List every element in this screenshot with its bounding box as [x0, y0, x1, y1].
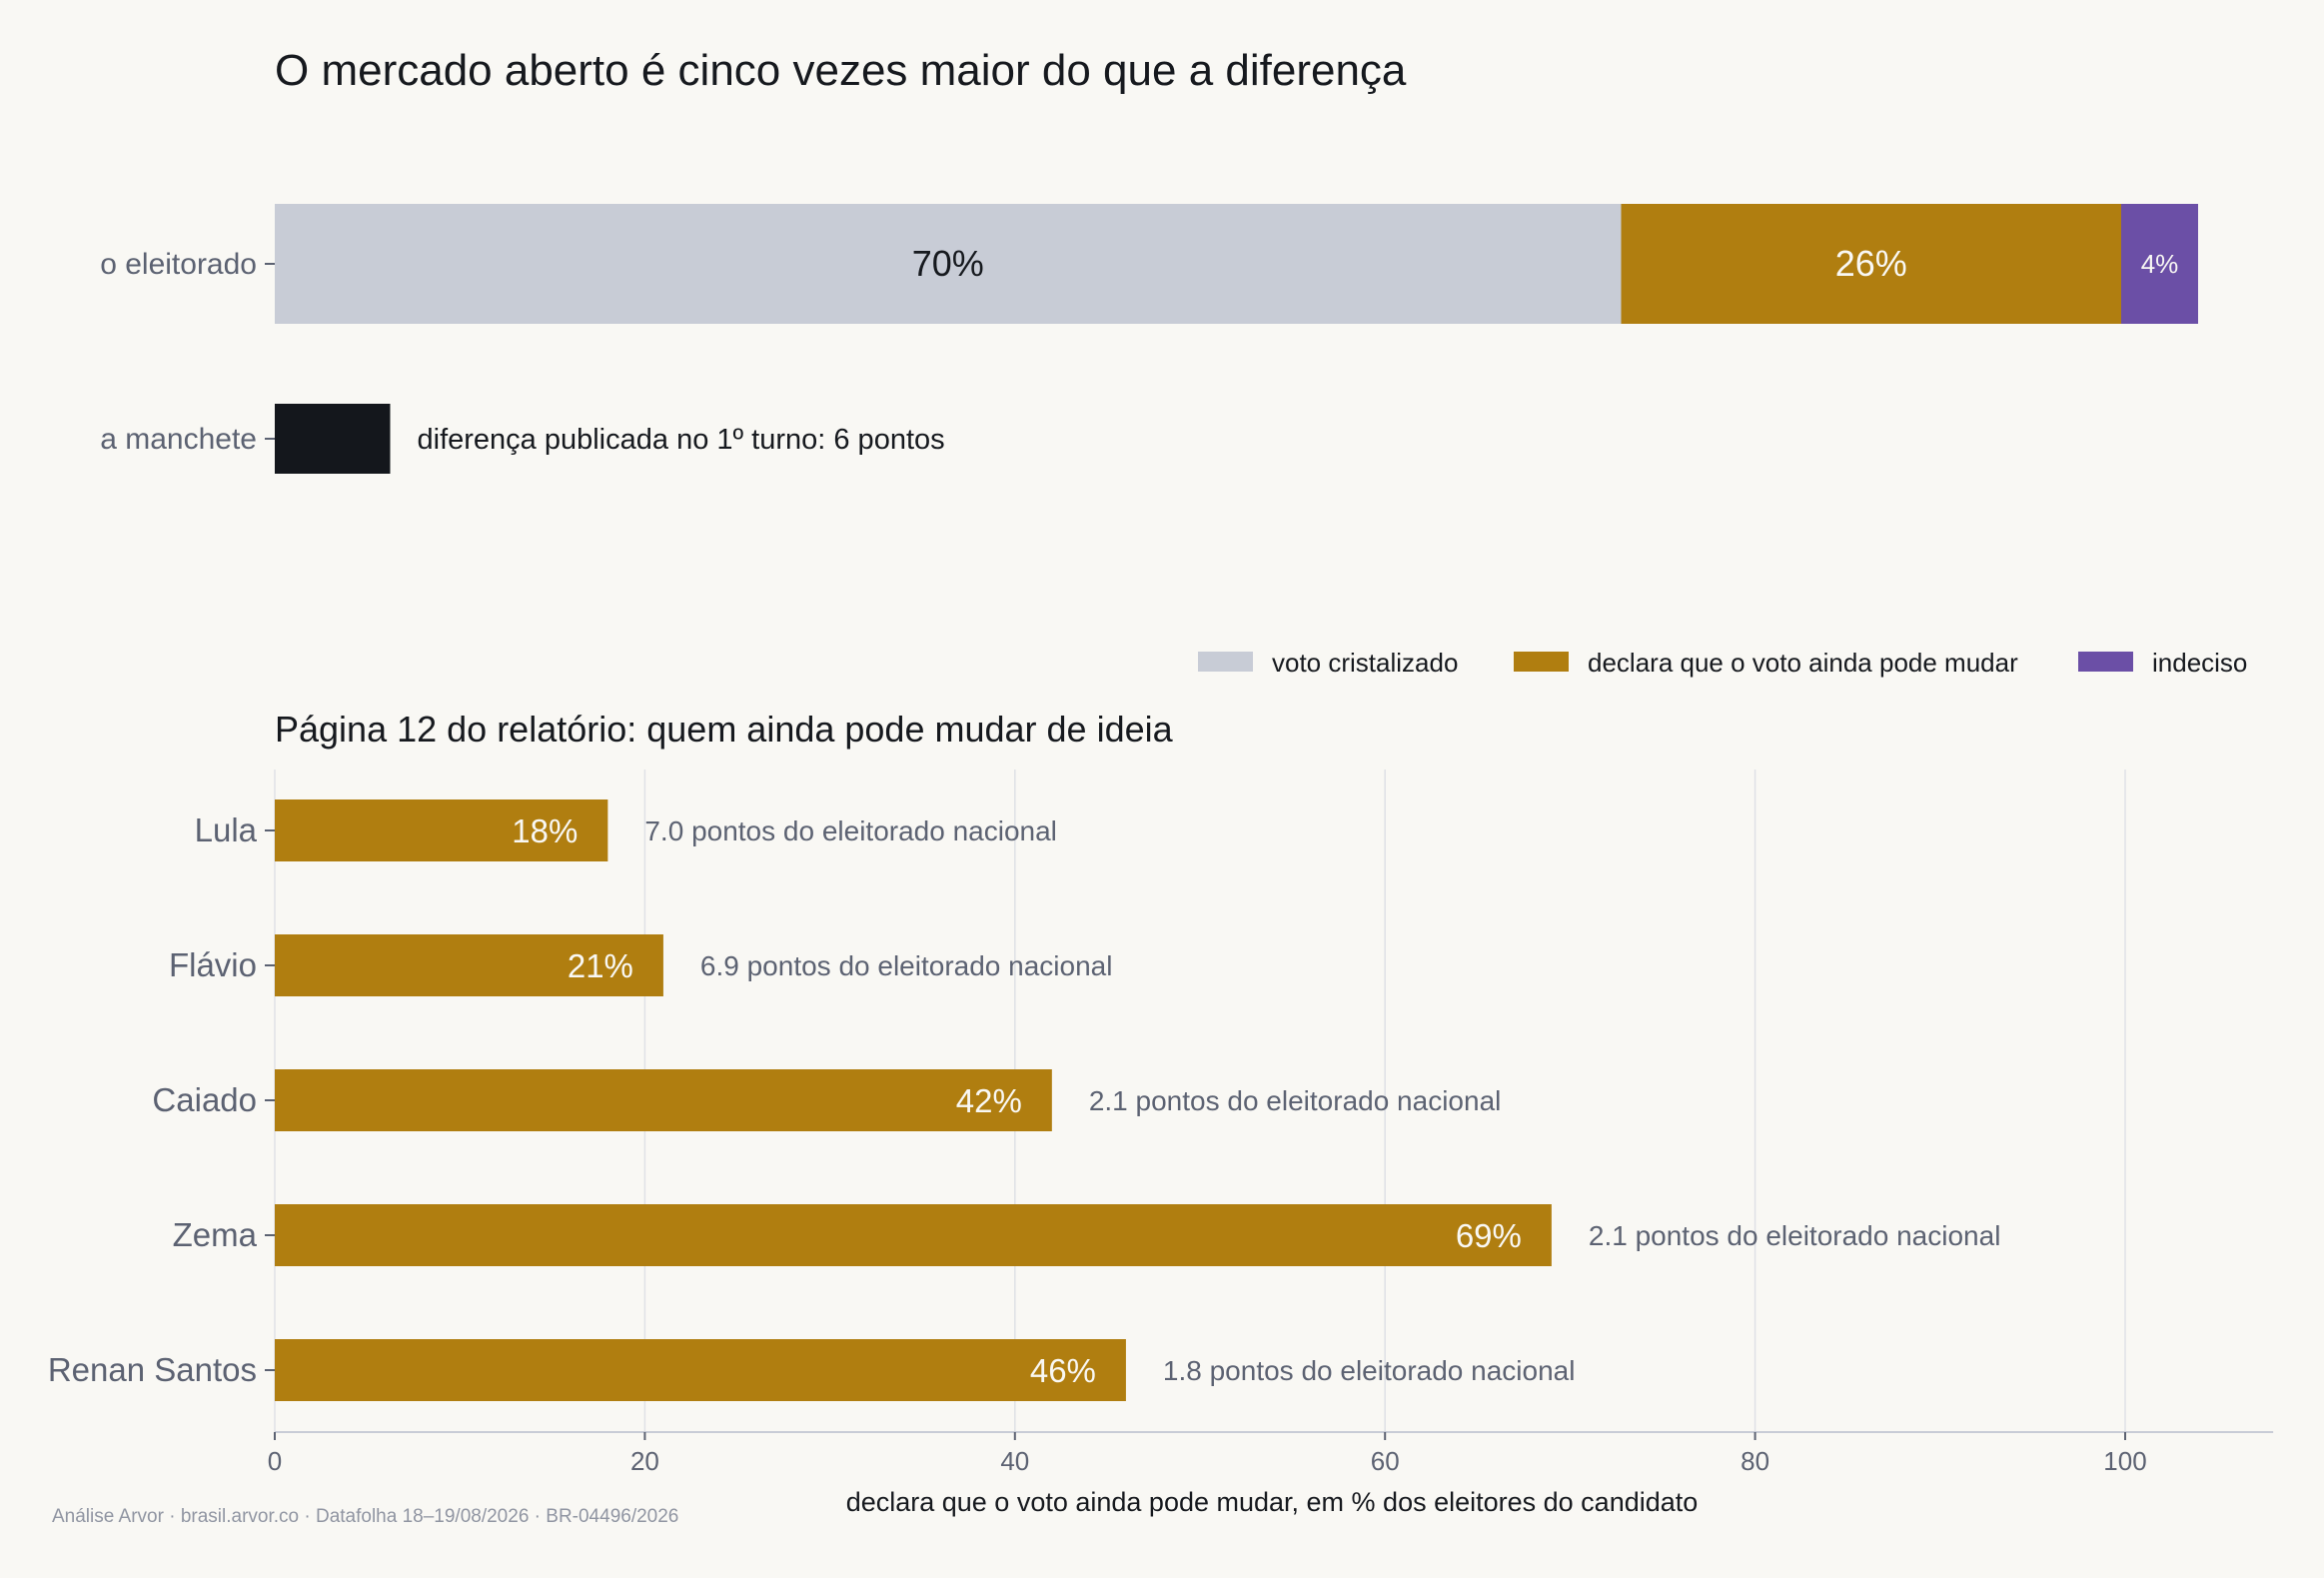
- panel2-x-tick-label: 80: [1741, 1446, 1769, 1476]
- panel2-x-tick-label: 100: [2103, 1446, 2146, 1476]
- panel2-annotation: 2.1 pontos do eleitorado nacional: [1589, 1220, 2001, 1251]
- panel2-category-label: Renan Santos: [48, 1351, 257, 1388]
- x-axis-label: declara que o voto ainda pode mudar, em …: [846, 1487, 1699, 1517]
- legend: voto cristalizado declara que o voto aind…: [1198, 648, 2247, 678]
- panel2-bar-label: 18%: [512, 812, 578, 849]
- legend-swatch: [2078, 652, 2133, 672]
- panel2-bar: [275, 799, 608, 861]
- legend-label: indeciso: [2152, 648, 2247, 678]
- panel1-title: O mercado aberto é cinco vezes maior do …: [275, 46, 1407, 95]
- panel2-bar-label: 69%: [1456, 1217, 1522, 1254]
- panel1-bar-segment: [2121, 204, 2198, 324]
- legend-swatch: [1514, 652, 1569, 672]
- panel1-category-label: o eleitorado: [100, 248, 257, 281]
- panel2-category-label: Lula: [195, 811, 258, 848]
- panel1-annotation: diferença publicada no 1º turno: 6 ponto…: [418, 424, 945, 456]
- panel2-x-tick-label: 60: [1371, 1446, 1400, 1476]
- panel2-category-label: Caiado: [152, 1081, 257, 1118]
- panel2-annotation: 6.9 pontos do eleitorado nacional: [700, 950, 1113, 981]
- legend-label: declara que o voto ainda pode mudar: [1588, 648, 2018, 678]
- panel2-annotation: 2.1 pontos do eleitorado nacional: [1089, 1085, 1502, 1116]
- panel2-bar: [275, 934, 663, 996]
- panel1-category-label: a manchete: [100, 423, 257, 456]
- panel2-annotation: 1.8 pontos do eleitorado nacional: [1163, 1355, 1576, 1386]
- panel2-category-label: Flávio: [169, 946, 257, 983]
- panel2-bar: [275, 1204, 1552, 1266]
- footer-source: Análise Arvor · brasil.arvor.co · Datafo…: [52, 1506, 678, 1527]
- panel2-x-tick-label: 40: [1000, 1446, 1029, 1476]
- panel2-bar-label: 21%: [568, 947, 633, 984]
- panel1-bar-label: 70%: [912, 243, 984, 284]
- panel2-x-tick-label: 0: [268, 1446, 282, 1476]
- panel1-bar-label: 4%: [2141, 249, 2179, 279]
- panel2-category-label: Zema: [173, 1216, 258, 1253]
- panel2-bar: [275, 1069, 1052, 1131]
- panel2-annotation: 7.0 pontos do eleitorado nacional: [644, 815, 1057, 846]
- panel1-bar-segment: [275, 404, 391, 474]
- panel1-bar-label: 26%: [1835, 243, 1907, 284]
- panel1-bar-segment: [275, 204, 1622, 324]
- legend-swatch: [1198, 652, 1253, 672]
- panel1-bar-segment: [1621, 204, 2121, 324]
- panel2-title: Página 12 do relatório: quem ainda pode …: [275, 709, 1174, 750]
- panel2-bar-label: 42%: [956, 1082, 1022, 1119]
- panel2-bar: [275, 1339, 1126, 1401]
- legend-label: voto cristalizado: [1272, 648, 1458, 678]
- panel2-x-tick-label: 20: [630, 1446, 659, 1476]
- panel2-bar-label: 46%: [1030, 1352, 1096, 1389]
